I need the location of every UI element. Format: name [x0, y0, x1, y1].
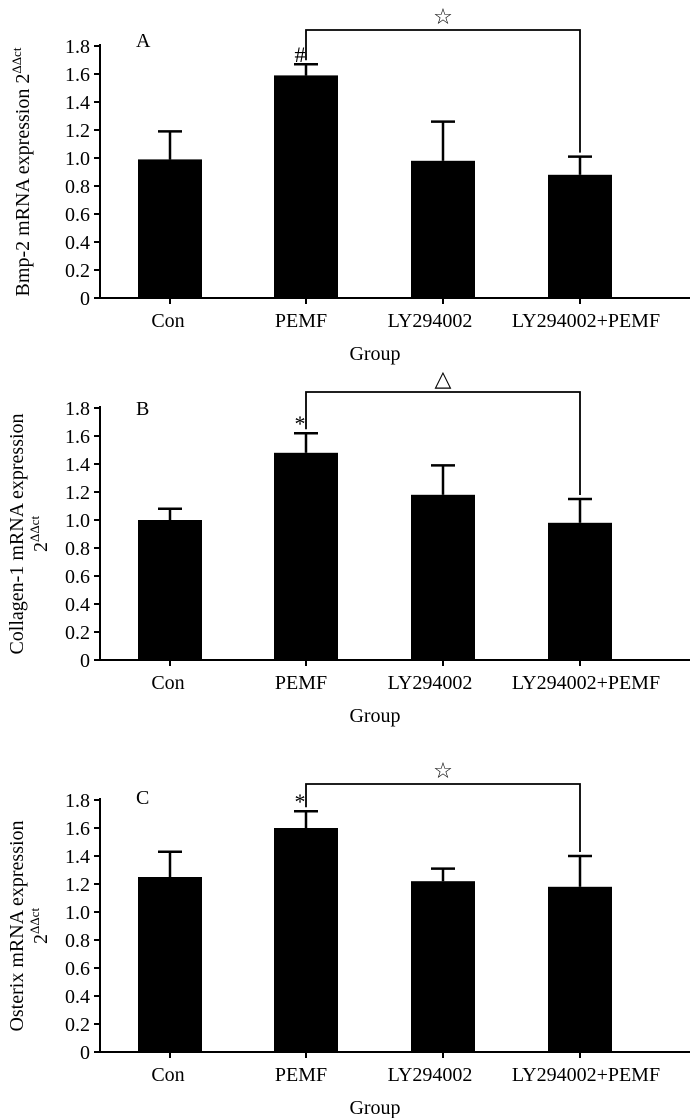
category-label: PEMF: [275, 672, 327, 694]
significance-marker: *: [295, 411, 306, 436]
y-tick-label: 1.6: [65, 426, 90, 448]
y-tick-label: 0.8: [65, 176, 90, 198]
category-label: LY294002: [388, 672, 473, 694]
y-tick-label: 1.0: [65, 148, 90, 170]
bar: [411, 881, 475, 1052]
y-tick-label: 0.4: [65, 594, 90, 616]
bar: [274, 828, 338, 1052]
panel-letter: A: [136, 30, 151, 52]
y-axis-title: Bmp-2 mRNA expression 2ΔΔct: [9, 47, 34, 296]
chart-panel-a: 0 0.2 0.4 0.6 0.8 1.0 1.2 1.4 1.6 1.8 A # ☆ Con PEMF LY…: [9, 5, 690, 365]
category-label: LY294002+PEMF: [512, 1064, 660, 1086]
comparison-bracket: [305, 391, 581, 495]
y-tick-label: 1.2: [65, 874, 90, 896]
bar: [274, 75, 338, 299]
category-label: Con: [151, 1064, 184, 1086]
y-tick-label: 1.6: [65, 64, 90, 86]
bar: [548, 886, 612, 1052]
y-axis-title-text: Bmp-2 mRNA expression 2: [12, 74, 34, 297]
y-tick-label: 0.4: [65, 986, 90, 1008]
comparison-bracket: [305, 783, 581, 852]
y-axis-title-superscript: ΔΔct: [27, 908, 42, 934]
y-tick-label: 1.0: [65, 510, 90, 532]
y-tick-label: 1.0: [65, 902, 90, 924]
comparison-symbol: ☆: [433, 5, 453, 30]
bar: [548, 174, 612, 298]
category-label: Con: [151, 672, 184, 694]
y-tick-label: 0.2: [65, 260, 90, 282]
category-label: LY294002: [388, 310, 473, 332]
category-label: LY294002: [388, 1064, 473, 1086]
y-tick-label: 0.8: [65, 930, 90, 952]
bar: [411, 160, 475, 298]
significance-marker: #: [295, 42, 306, 67]
comparison-symbol: △: [435, 367, 452, 392]
y-tick-label: 1.8: [65, 398, 90, 420]
x-axis-title: Group: [349, 705, 400, 727]
y-tick-label: 0.8: [65, 538, 90, 560]
category-label: LY294002+PEMF: [512, 672, 660, 694]
significance-marker: *: [295, 789, 306, 814]
y-tick-label: 1.6: [65, 818, 90, 840]
comparison-symbol: ☆: [433, 759, 453, 784]
bar: [138, 520, 202, 660]
y-tick-label: 0.4: [65, 232, 90, 254]
y-tick-label: 0.6: [65, 204, 90, 226]
bar: [548, 522, 612, 660]
comparison-bracket: [305, 29, 581, 153]
panel-letter: C: [136, 787, 149, 809]
category-label: LY294002+PEMF: [512, 310, 660, 332]
y-tick-label: 0.6: [65, 566, 90, 588]
category-label: Con: [151, 310, 184, 332]
x-axis-title: Group: [349, 1097, 400, 1118]
chart-panel-c: 0 0.2 0.4 0.6 0.8 1.0 1.2 1.4 1.6 1.8 C * ☆ Con PEMF LY…: [6, 759, 690, 1118]
bar: [411, 494, 475, 660]
bar: [138, 877, 202, 1052]
y-tick-label: 1.4: [65, 454, 90, 476]
y-tick-label: 0: [80, 650, 90, 672]
y-axis-title-line2: 2ΔΔct: [27, 908, 52, 944]
y-axis-title-line2-text: 2: [30, 934, 52, 944]
x-axis-title: Group: [349, 343, 400, 365]
y-tick-label: 1.8: [65, 790, 90, 812]
y-tick-label: 1.2: [65, 482, 90, 504]
bar: [274, 452, 338, 660]
y-axis-title: Collagen-1 mRNA expression: [6, 413, 28, 654]
y-axis-title-superscript: ΔΔct: [27, 516, 42, 542]
y-axis-title-superscript: ΔΔct: [9, 47, 24, 73]
bar: [138, 159, 202, 298]
y-tick-label: 0.2: [65, 622, 90, 644]
y-tick-label: 1.4: [65, 846, 90, 868]
chart-panel-b: 0 0.2 0.4 0.6 0.8 1.0 1.2 1.4 1.6 1.8 B * △ Con PEMF LY…: [6, 367, 690, 727]
y-tick-label: 0: [80, 288, 90, 310]
y-tick-label: 0.6: [65, 958, 90, 980]
y-tick-label: 1.4: [65, 92, 90, 114]
y-axis-title-line2: 2ΔΔct: [27, 516, 52, 552]
y-tick-label: 0: [80, 1042, 90, 1064]
panel-letter: B: [136, 398, 149, 420]
y-tick-label: 1.2: [65, 120, 90, 142]
category-label: PEMF: [275, 1064, 327, 1086]
y-axis-title: Osterix mRNA expression: [6, 820, 28, 1031]
y-axis-title-line2-text: 2: [30, 542, 52, 552]
category-label: PEMF: [275, 310, 327, 332]
y-tick-label: 0.2: [65, 1014, 90, 1036]
y-tick-label: 1.8: [65, 36, 90, 58]
